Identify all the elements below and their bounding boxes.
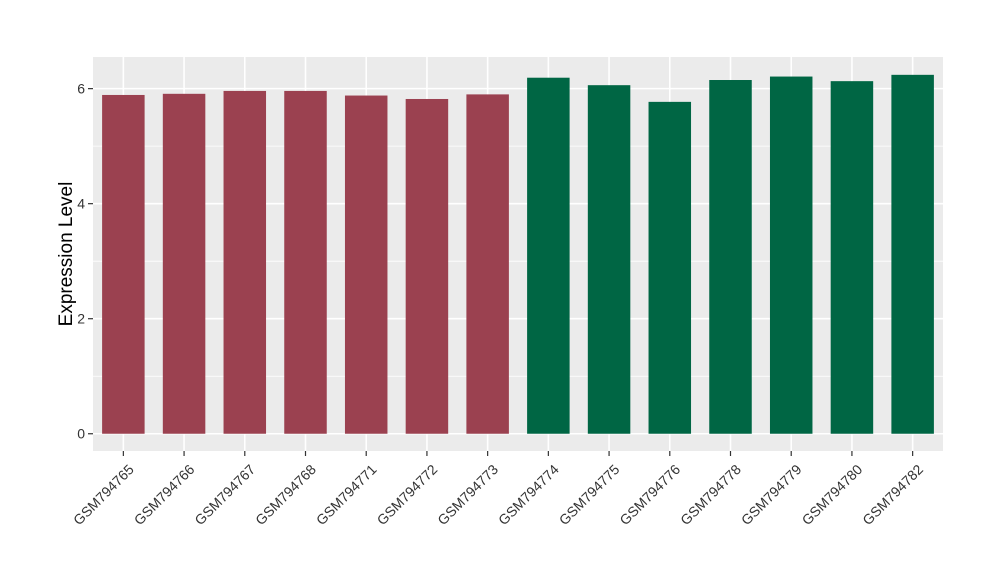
y-tick-label: 6 (77, 81, 85, 97)
y-tick-label: 2 (77, 311, 85, 327)
x-tick-label: GSM794779 (738, 461, 805, 528)
x-tick-label: GSM794774 (495, 461, 562, 528)
y-axis-title: Expression Level (56, 182, 77, 327)
bar-GSM794772 (405, 98, 449, 434)
bar-GSM794775 (587, 85, 631, 434)
bar-GSM794766 (162, 93, 206, 434)
bar-GSM794778 (709, 80, 752, 434)
bar-GSM794780 (830, 81, 874, 434)
x-tick-label: GSM794767 (191, 461, 258, 528)
y-tick-label: 4 (77, 196, 85, 212)
bar-GSM794782 (891, 74, 934, 434)
bar-GSM794765 (102, 94, 145, 434)
x-tick-label: GSM794771 (313, 461, 380, 528)
x-tick-label: GSM794772 (374, 461, 441, 528)
bar-GSM794773 (466, 94, 509, 434)
bar-GSM794767 (223, 90, 267, 434)
x-tick-label: GSM794765 (70, 461, 137, 528)
bar-GSM794779 (769, 76, 813, 434)
x-tick-label: GSM794768 (252, 461, 319, 528)
x-tick-label: GSM794776 (616, 461, 683, 528)
x-tick-label: GSM794775 (556, 461, 623, 528)
y-tick-label: 0 (77, 426, 85, 442)
x-tick-label: GSM794766 (131, 461, 198, 528)
bar-GSM794768 (284, 90, 327, 434)
x-tick-label: GSM794778 (677, 461, 744, 528)
x-tick-label: GSM794773 (434, 461, 501, 528)
bar-GSM794774 (527, 77, 570, 434)
x-tick-label: GSM794782 (859, 461, 926, 528)
x-tick-label: GSM794780 (799, 461, 866, 528)
plot-panel (93, 57, 943, 451)
bar-GSM794771 (344, 95, 388, 434)
bar-GSM794776 (648, 101, 692, 434)
